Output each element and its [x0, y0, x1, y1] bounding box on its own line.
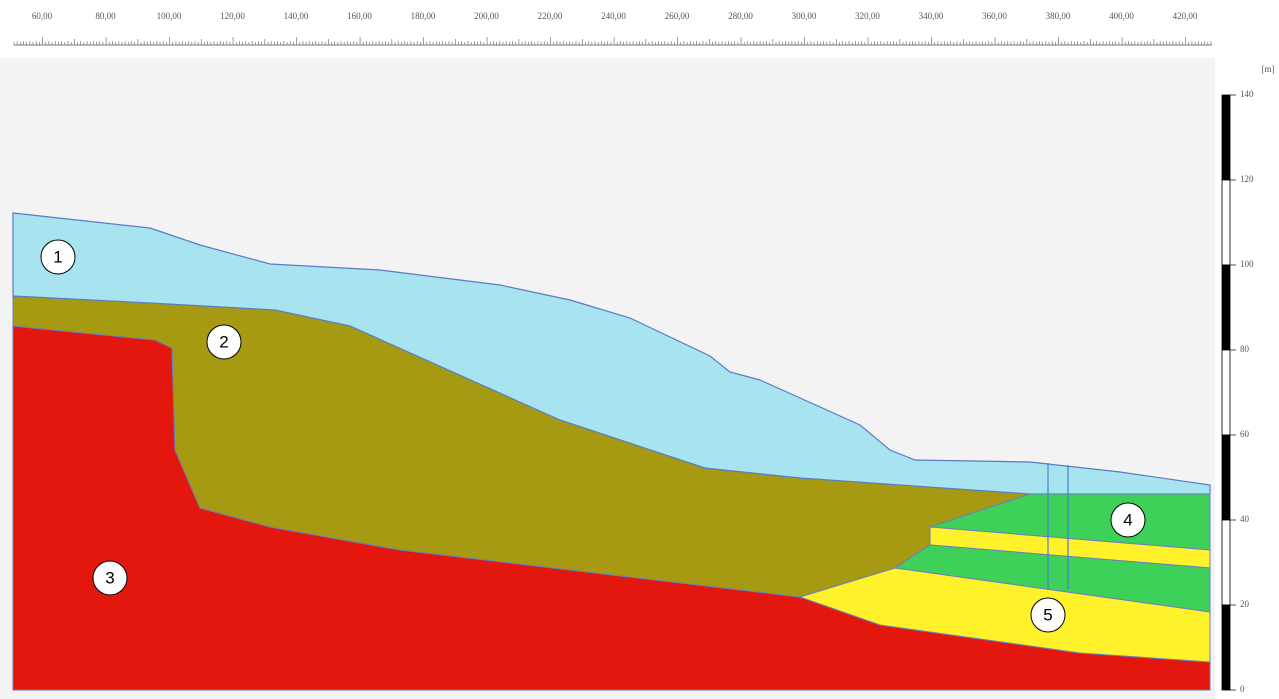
ruler-label: 220,00 — [538, 11, 563, 21]
ruler-label: 280,00 — [728, 11, 753, 21]
ruler-label: 400,00 — [1109, 11, 1134, 21]
scale-label: 0 — [1240, 684, 1245, 694]
layer-label: 3 — [105, 568, 114, 587]
scale-label: 140 — [1240, 89, 1254, 99]
scale-label: 40 — [1240, 514, 1250, 524]
ruler-label: 260,00 — [665, 11, 690, 21]
layer-label: 5 — [1043, 605, 1052, 624]
scale-label: 120 — [1240, 174, 1254, 184]
scale-segment — [1221, 604, 1231, 691]
ruler-label: 380,00 — [1046, 11, 1071, 21]
ruler-label: 340,00 — [919, 11, 944, 21]
scale-label: 80 — [1240, 344, 1250, 354]
ruler-label: 320,00 — [855, 11, 880, 21]
layer-markers: 1 2 3 4 5 — [40, 239, 1146, 633]
scale-segment — [1221, 179, 1231, 266]
soil-layer-1 — [12, 212, 1211, 495]
layer-label: 2 — [219, 332, 228, 351]
ruler-label: 300,00 — [792, 11, 817, 21]
ruler-label: 180,00 — [411, 11, 436, 21]
marker-circle — [92, 560, 128, 596]
ruler-label: 140,00 — [284, 11, 309, 21]
marker-circle — [40, 239, 76, 275]
right-scale: 140 120 100 80 60 40 20 0 — [1221, 89, 1254, 694]
layer-label: 4 — [1123, 510, 1132, 529]
ruler-label: 200,00 — [474, 11, 499, 21]
ruler-label: 100,00 — [157, 11, 182, 21]
marker-circle — [1110, 502, 1146, 538]
scale-segment — [1221, 519, 1231, 606]
ruler-label: 160,00 — [347, 11, 372, 21]
scale-label: 100 — [1240, 259, 1254, 269]
marker-circle — [206, 324, 242, 360]
ruler-label: 60,00 — [32, 11, 53, 21]
scale-segment — [1221, 264, 1231, 351]
scale-segment — [1221, 349, 1231, 436]
ruler-label: 240,00 — [601, 11, 626, 21]
scale-unit: [m] — [1262, 64, 1275, 74]
marker-circle — [1030, 597, 1066, 633]
ruler-label: 80,00 — [95, 11, 116, 21]
soil-layer-5 — [798, 567, 1211, 663]
ruler-label: 420,00 — [1173, 11, 1198, 21]
layer-label: 1 — [53, 247, 62, 266]
scale-segment — [1221, 434, 1231, 521]
scale-label: 20 — [1240, 599, 1250, 609]
ruler-label: 120,00 — [220, 11, 245, 21]
scale-label: 60 — [1240, 429, 1250, 439]
ruler-label: 360,00 — [982, 11, 1007, 21]
top-ruler: 60,00 80,00 100,00 120,00 140,00 160,00 180,00… — [13, 11, 1212, 46]
scale-segment — [1221, 94, 1231, 181]
